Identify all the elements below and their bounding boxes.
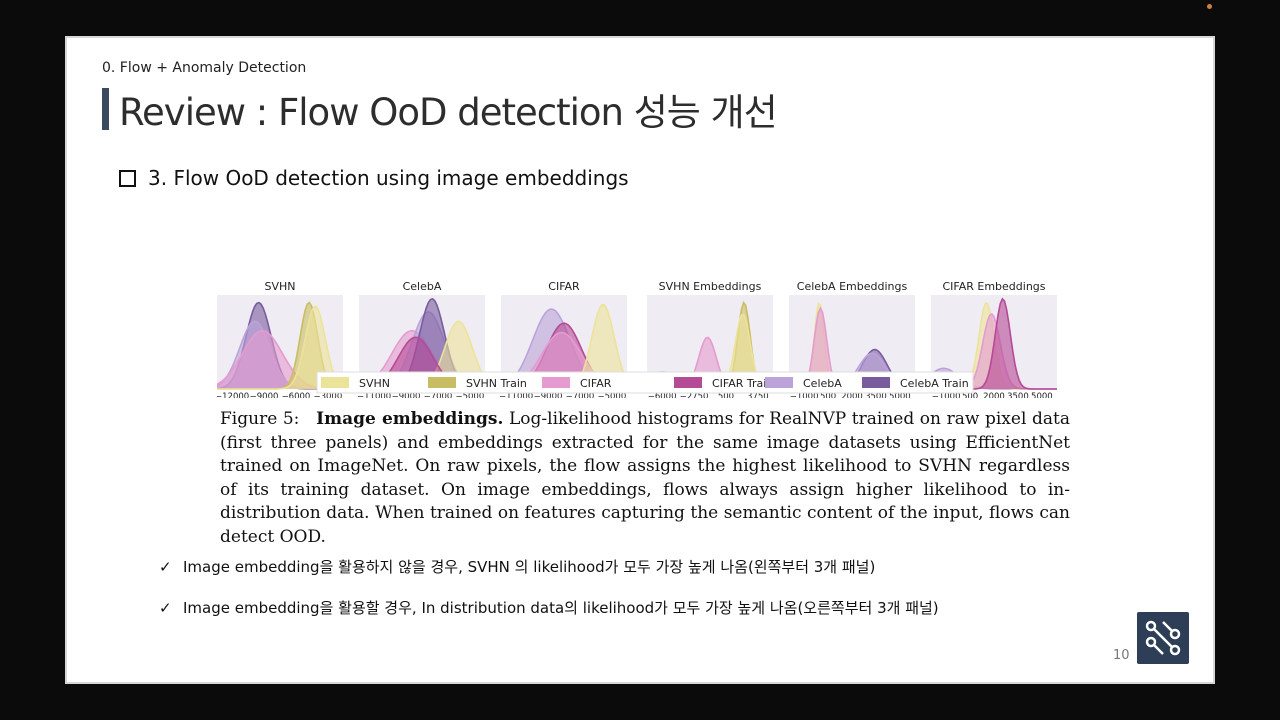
tick-label: −1000 xyxy=(932,392,961,398)
page-number: 10 xyxy=(1113,648,1130,663)
company-logo xyxy=(1137,612,1189,664)
bullet-text: Image embedding을 활용할 경우, In distribution… xyxy=(183,599,939,617)
checkbox-bullet-icon xyxy=(119,169,136,187)
panel-title: SVHN xyxy=(264,280,295,293)
tick-label: −9000 xyxy=(392,392,421,398)
bullet-item-1: ✓ Image embedding을 활용하지 않을 경우, SVHN 의 li… xyxy=(159,556,875,577)
tick-label: −7000 xyxy=(424,392,453,398)
legend-swatch xyxy=(765,377,793,388)
subheading: 3. Flow OoD detection using image embedd… xyxy=(119,166,629,190)
legend-label: CIFAR xyxy=(580,377,612,390)
tick-label: 500 xyxy=(962,392,978,398)
histogram-area xyxy=(647,314,773,389)
histogram-area xyxy=(217,330,343,389)
legend-swatch xyxy=(542,377,570,388)
legend-label: SVHN Train xyxy=(466,377,527,390)
legend-swatch xyxy=(321,377,349,388)
panel-title: CIFAR xyxy=(548,280,580,293)
histogram-area xyxy=(501,304,627,389)
network-logo-icon xyxy=(1145,620,1181,656)
bullet-text: Image embedding을 활용하지 않을 경우, SVHN 의 like… xyxy=(183,558,876,576)
legend-label: SVHN xyxy=(359,377,390,390)
bullet-item-2: ✓ Image embedding을 활용할 경우, In distributi… xyxy=(159,597,939,618)
panel-title: CelebA xyxy=(403,280,442,293)
legend-label: CIFAR Train xyxy=(712,377,773,390)
panel-title: SVHN Embeddings xyxy=(659,280,762,293)
panel-title: CelebA Embeddings xyxy=(797,280,908,293)
slide-title: Review : Flow OoD detection 성능 개선 xyxy=(119,91,778,134)
tick-label: −1000 xyxy=(790,392,819,398)
tick-label: −6000 xyxy=(282,392,311,398)
tick-label: −12000 xyxy=(217,392,249,398)
tick-label: 5000 xyxy=(889,392,911,398)
figure-caption: Figure 5: Image embeddings. Log-likeliho… xyxy=(220,408,1070,549)
caption-bold: Image embeddings. xyxy=(316,409,504,429)
section-label: 0. Flow + Anomaly Detection xyxy=(102,60,307,76)
tick-label: −9000 xyxy=(534,392,563,398)
tick-label: −3000 xyxy=(313,392,342,398)
density-curve xyxy=(217,305,344,390)
tick-label: 3500 xyxy=(1007,392,1029,398)
legend-swatch xyxy=(428,377,456,388)
tick-label: 2000 xyxy=(841,392,863,398)
tick-label: −11000 xyxy=(357,392,391,398)
legend-swatch xyxy=(862,377,890,388)
tick-label: −7000 xyxy=(566,392,595,398)
tick-label: 2000 xyxy=(983,392,1005,398)
subheading-text: 3. Flow OoD detection using image embedd… xyxy=(148,166,629,190)
legend-swatch xyxy=(674,377,702,388)
tick-label: 5000 xyxy=(1031,392,1053,398)
tick-label: −9000 xyxy=(250,392,279,398)
tick-label: −5000 xyxy=(597,392,626,398)
tick-label: 500 xyxy=(718,392,734,398)
checkmark-icon: ✓ xyxy=(159,557,172,576)
slide: 0. Flow + Anomaly Detection Review : Flo… xyxy=(65,36,1215,684)
legend-label: CelebA Train xyxy=(900,377,969,390)
recording-indicator-dot xyxy=(1207,4,1212,9)
tick-label: −11000 xyxy=(499,392,533,398)
checkmark-icon: ✓ xyxy=(159,598,172,617)
legend-box xyxy=(316,371,974,394)
histogram-area xyxy=(217,306,343,389)
histogram-area xyxy=(647,337,773,389)
tick-label: 3500 xyxy=(865,392,887,398)
caption-text: Log-likelihood histograms for RealNVP tr… xyxy=(220,409,1070,547)
tick-label: 500 xyxy=(820,392,836,398)
tick-label: 3750 xyxy=(747,392,769,398)
panel-title: CIFAR Embeddings xyxy=(942,280,1045,293)
title-accent-bar xyxy=(102,88,109,130)
tick-label: −6000 xyxy=(648,392,677,398)
tick-label: −5000 xyxy=(455,392,484,398)
caption-label: Figure 5: xyxy=(220,409,300,429)
tick-label: −2750 xyxy=(680,392,709,398)
legend-label: CelebA xyxy=(803,377,842,390)
histogram-area xyxy=(789,308,915,389)
